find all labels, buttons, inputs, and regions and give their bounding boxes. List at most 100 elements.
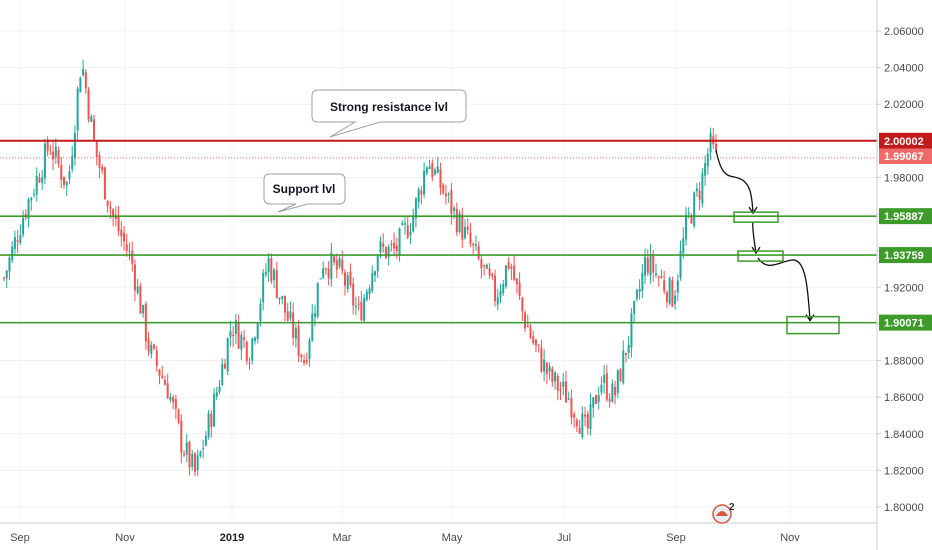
candle-body [237, 321, 240, 349]
candle-body [398, 228, 401, 255]
candle-body [114, 216, 117, 219]
candle-body [221, 363, 224, 386]
y-tick-label: 1.82000 [884, 465, 924, 477]
candle-body [245, 341, 248, 362]
candle-body [444, 193, 447, 197]
candle-body [202, 448, 205, 450]
candle-body [614, 387, 617, 396]
candle-body [251, 338, 254, 361]
x-tick-label: Sep [666, 532, 686, 544]
candle-body [54, 146, 57, 157]
candle-body [22, 217, 25, 235]
candle-body [292, 312, 295, 338]
x-tick-label: Mar [333, 532, 352, 544]
candle-body [346, 275, 349, 290]
candle-body [294, 328, 297, 339]
candle-body [131, 251, 134, 264]
candle-body [654, 273, 657, 276]
candle-body [169, 397, 172, 401]
x-tick-label: Nov [115, 532, 135, 544]
level-label-text: 1.90071 [884, 318, 924, 330]
candle-body [204, 435, 207, 446]
candle-body [363, 298, 366, 321]
candle-body [273, 269, 276, 280]
level-label-box [879, 247, 932, 264]
candle-body [313, 313, 316, 318]
candle-body [704, 163, 707, 176]
projection-path [715, 149, 840, 335]
candle-body [213, 394, 216, 427]
candle-body [575, 419, 578, 427]
candle-body [324, 268, 327, 270]
candle-body [715, 143, 717, 151]
candle-body [701, 173, 704, 204]
candle-body [491, 273, 494, 277]
candle-body [185, 442, 188, 455]
candle-body [327, 268, 330, 278]
candle-body [586, 413, 589, 429]
candle-body [95, 140, 98, 157]
level-label-text: 1.93759 [884, 250, 924, 262]
candle-body [30, 197, 33, 201]
candle-body [365, 291, 368, 300]
candle-body [319, 278, 322, 280]
candle-body [333, 256, 336, 262]
candle-body [477, 246, 480, 259]
candle-body [256, 323, 259, 340]
candle-body [218, 386, 221, 392]
candle-body [649, 254, 652, 276]
candle-body [496, 297, 499, 305]
target-box[interactable] [733, 211, 779, 223]
candle-body [3, 277, 5, 279]
candle-body [630, 313, 633, 348]
candle-body [709, 132, 712, 153]
candle-body [660, 276, 663, 278]
candle-body [434, 169, 437, 175]
callout-resistance[interactable]: Strong resistance lvl [311, 89, 467, 138]
candle-body [16, 240, 19, 243]
candle-body [663, 280, 666, 292]
candle-body [199, 451, 202, 457]
candle-body [27, 199, 30, 219]
candle-body [515, 278, 518, 284]
candle-body [428, 166, 431, 170]
candle-body [259, 303, 262, 321]
target-box[interactable] [737, 250, 784, 262]
badge-count: 2 [729, 502, 735, 513]
candle-body [267, 258, 270, 273]
target-box[interactable] [786, 315, 840, 335]
candle-body [581, 413, 584, 438]
candle-body [338, 258, 341, 267]
candle-body [706, 153, 709, 167]
candle-body [464, 226, 467, 239]
last-price-text: 1.99067 [884, 151, 924, 163]
level-label-box [879, 132, 932, 149]
candle-body [376, 255, 379, 272]
candle-body [567, 398, 570, 400]
candle-body [695, 188, 698, 192]
candle-body [248, 362, 251, 364]
candle-body [98, 155, 101, 168]
replay-badge[interactable]: 2 [712, 502, 735, 524]
candle-body [466, 226, 469, 230]
candle-body [420, 190, 423, 195]
candle-body [73, 133, 76, 159]
candle-body [513, 265, 516, 280]
candle-body [543, 359, 546, 372]
candle-body [488, 268, 491, 276]
candle-body [286, 311, 289, 321]
candle-body [622, 350, 625, 384]
candle-body [584, 414, 587, 417]
candle-body [668, 277, 671, 304]
candle-body [196, 455, 199, 471]
candle-body [106, 200, 109, 207]
candle-body [384, 246, 387, 259]
candle-body [698, 190, 701, 200]
candle-body [406, 225, 409, 238]
candle-body [554, 372, 557, 382]
price-levels [0, 139, 877, 324]
candle-body [57, 150, 60, 164]
callout-support[interactable]: Support lvl [263, 173, 346, 213]
candle-body [693, 192, 696, 227]
